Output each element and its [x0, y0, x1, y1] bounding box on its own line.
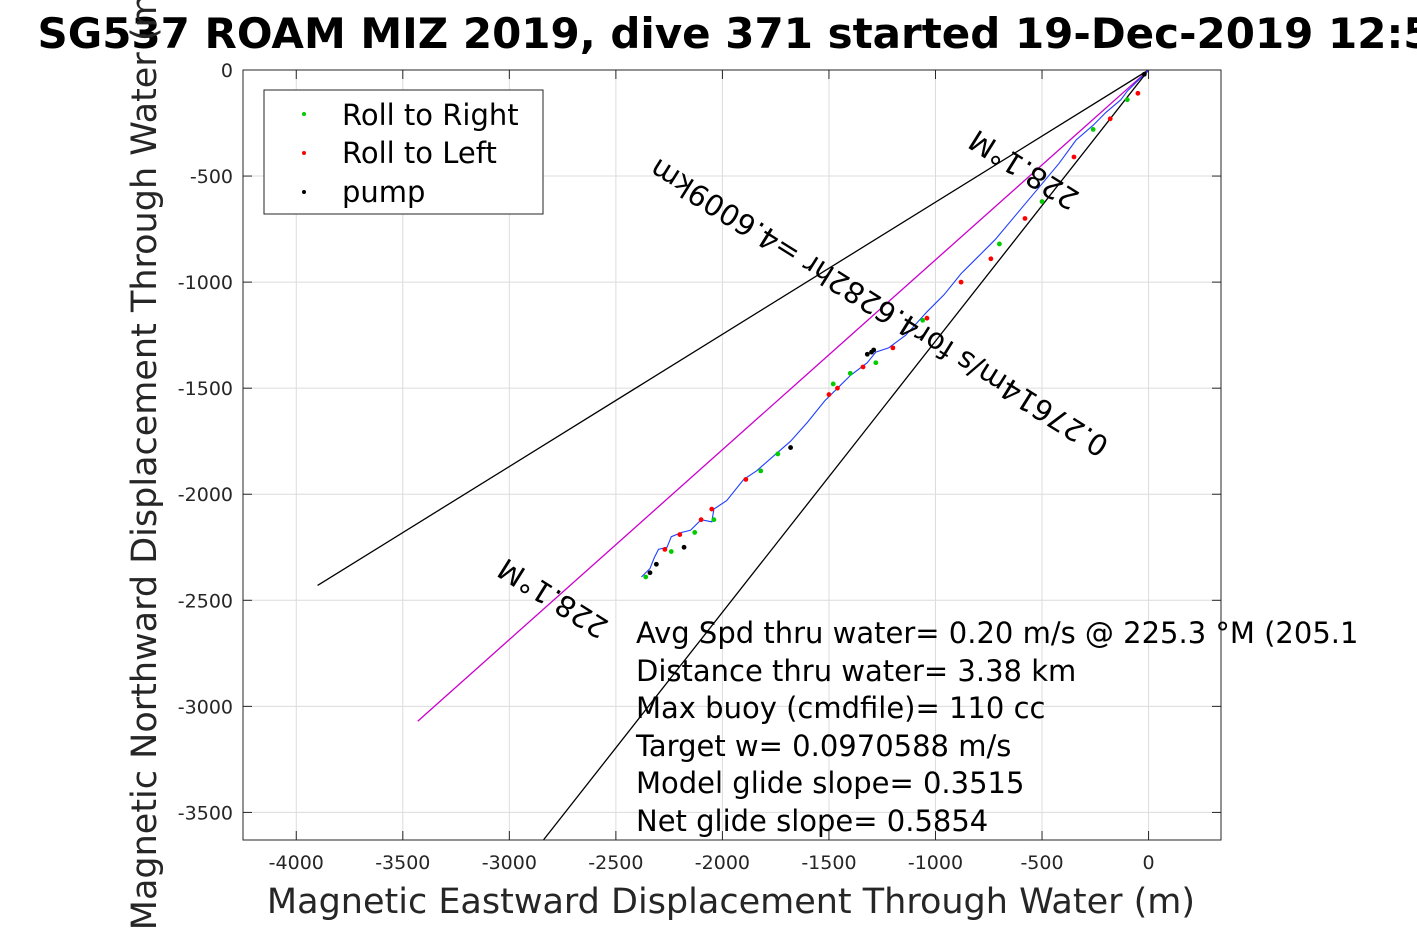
reference-line-2 — [417, 69, 1149, 722]
y-tick-label: -2000 — [178, 484, 233, 506]
roll-right-point — [775, 451, 781, 457]
roll-left-point — [1135, 90, 1141, 96]
roll-left-point — [709, 506, 715, 512]
roll-left-point — [924, 315, 930, 321]
roll-right-point — [668, 549, 674, 554]
roll-right-point — [1124, 97, 1130, 103]
stat-max-buoy: Max buoy (cmdfile)= 110 cc — [636, 691, 1045, 725]
roll-right-point — [711, 517, 717, 523]
roll-left-point — [860, 364, 866, 370]
x-tick-label: -2000 — [695, 852, 750, 874]
legend-entry-pump: pump — [342, 175, 425, 209]
roll-right-point — [758, 468, 764, 474]
roll-right-point — [1039, 199, 1045, 204]
roll-left-point — [698, 517, 704, 523]
axis-ticks: -4000 -3500 -3000 -2500 -2000 -1500 -1000 -500 0… — [178, 60, 1221, 874]
y-tick-label: -3500 — [178, 802, 233, 824]
roll-right-point — [692, 530, 698, 535]
y-axis-label: Magnetic Northward Displacement Through … — [125, 0, 165, 930]
stat-target-w: Target w= 0.0970588 m/s — [635, 729, 1011, 763]
legend-marker-roll-left — [302, 151, 306, 155]
roll-left-point — [1022, 216, 1028, 221]
y-tick-label: 0 — [221, 60, 233, 82]
stat-distance: Distance thru water= 3.38 km — [636, 654, 1076, 688]
grid — [243, 69, 1221, 840]
x-tick-label: -3000 — [482, 852, 537, 874]
plot-frame — [242, 69, 1222, 841]
roll-left-point — [988, 256, 994, 262]
legend-entry-roll-right: Roll to Right — [342, 98, 519, 132]
pump-point — [869, 349, 874, 355]
roll-left-point — [1107, 116, 1113, 122]
y-tick-label: -2500 — [178, 590, 233, 612]
x-tick-label: -3500 — [375, 852, 430, 874]
roll-right-point — [830, 381, 836, 387]
reference-line-1 — [542, 69, 1150, 841]
legend-marker-pump — [302, 190, 306, 194]
stat-model-glide-slope: Model glide slope= 0.3515 — [636, 766, 1024, 800]
marker-points — [643, 71, 1147, 580]
roll-left-point — [1071, 154, 1077, 160]
pump-point — [681, 544, 687, 550]
y-tick-label: -500 — [190, 166, 233, 188]
x-tick-label: -4000 — [269, 852, 324, 874]
x-axis-label: Magnetic Eastward Displacement Through W… — [267, 882, 1195, 922]
roll-left-point — [958, 279, 964, 285]
roll-left-point — [662, 546, 668, 552]
x-tick-label: -1000 — [908, 852, 963, 874]
x-tick-label: 0 — [1143, 852, 1155, 874]
pump-point — [647, 570, 653, 576]
roll-right-point — [1090, 126, 1096, 132]
pump-point — [653, 561, 659, 567]
stats-block: Avg Spd thru water= 0.20 m/s @ 225.3 °M … — [635, 616, 1358, 838]
stat-avg-speed: Avg Spd thru water= 0.20 m/s @ 225.3 °M … — [636, 616, 1358, 650]
stat-net-glide-slope: Net glide slope= 0.5854 — [636, 804, 988, 838]
x-tick-label: -1500 — [801, 852, 856, 874]
roll-right-point — [847, 370, 853, 376]
roll-right-point — [873, 360, 879, 366]
roll-left-point — [890, 345, 896, 351]
legend-marker-roll-right — [302, 112, 306, 116]
roll-left-point — [826, 392, 832, 397]
x-tick-label: -2500 — [588, 852, 643, 874]
legend-entry-roll-left: Roll to Left — [342, 136, 497, 170]
y-tick-label: -1000 — [178, 272, 233, 294]
roll-right-point — [920, 317, 926, 323]
pump-point — [864, 351, 870, 357]
x-tick-label: -500 — [1020, 852, 1063, 874]
y-tick-label: -1500 — [178, 378, 233, 400]
reference-lines — [317, 69, 1150, 841]
y-tick-label: -3000 — [178, 696, 233, 718]
roll-left-point — [743, 476, 749, 482]
pump-point — [788, 445, 793, 450]
chart-title: SG537 ROAM MIZ 2019, dive 371 started 19… — [38, 9, 1417, 58]
legend-box — [263, 89, 544, 215]
legend: Roll to Right Roll to Left pump — [263, 89, 544, 215]
pump-point — [1141, 71, 1147, 77]
roll-left-point — [835, 385, 840, 391]
roll-left-point — [677, 532, 683, 537]
roll-right-point — [643, 574, 649, 580]
roll-right-point — [997, 241, 1002, 247]
reference-line-0 — [317, 69, 1149, 587]
